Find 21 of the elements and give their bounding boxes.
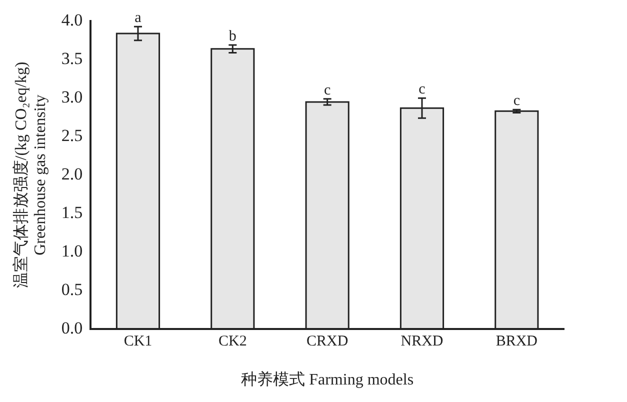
y-tick-label: 1.0: [61, 241, 83, 260]
y-tick-label: 2.5: [61, 126, 83, 146]
annotation: a: [134, 10, 142, 26]
y-tick-label: 4.0: [61, 10, 83, 30]
x-tick-label: CK1: [124, 334, 152, 350]
y-tick-label: 1.5: [61, 202, 83, 222]
annotation: b: [228, 28, 236, 44]
x-tick-label: BRXD: [496, 334, 538, 350]
y-tick-label: 0.0: [61, 318, 83, 338]
y-tick-label: 3.5: [61, 49, 83, 68]
x-tick-label: CK2: [218, 334, 247, 350]
x-axis-title: 种养模式 Farming models: [241, 370, 414, 389]
annotation: c: [418, 82, 426, 98]
y-axis-title: 温室气体排放强度/(kg CO₂eq/kg) Greenhouse gas intensity: [12, 62, 50, 288]
x-tick-label: NRXD: [400, 334, 444, 350]
annotation: c: [513, 93, 520, 110]
x-tick-label: CRXD: [306, 334, 348, 350]
y-tick-label: 2.0: [61, 164, 83, 184]
annotation: c: [324, 82, 331, 98]
y-tick-label: 3.0: [61, 88, 83, 107]
y-tick-label: 0.5: [61, 280, 83, 299]
